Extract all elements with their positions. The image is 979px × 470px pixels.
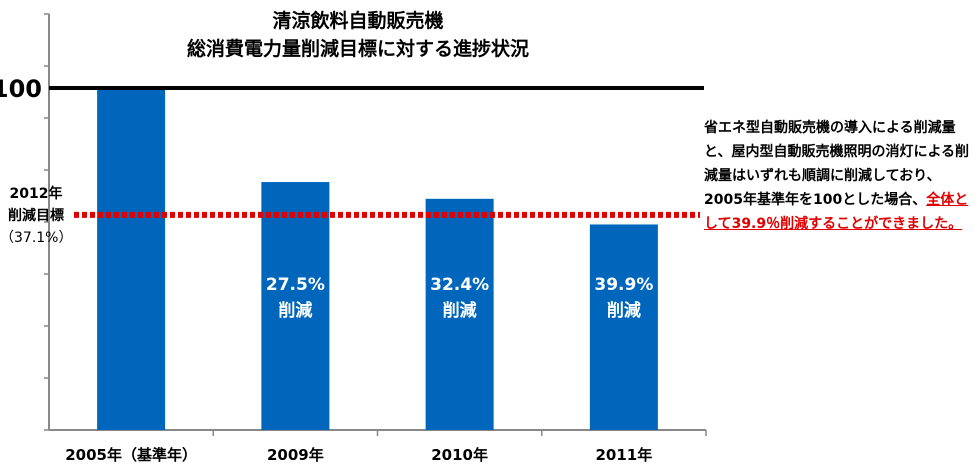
x-tick-label: 2009年 <box>267 446 324 464</box>
bar-4 <box>589 224 658 430</box>
bar-label-word: 削減 <box>443 300 477 321</box>
x-tick-label: 2011年 <box>596 446 653 464</box>
bar-label-percent: 32.4% <box>430 275 489 295</box>
bar-label-word: 削減 <box>278 300 312 321</box>
note-highlight: 全体として39.9％削減することができました。 <box>704 192 969 232</box>
bar-label-word: 削減 <box>607 300 641 321</box>
target-label-percent: （37.1%） <box>0 230 73 246</box>
x-tick-label: 2005年（基準年） <box>65 446 197 464</box>
target-label-text: 削減目標 <box>8 208 64 224</box>
x-tick-label: 2010年 <box>431 446 488 464</box>
bar-2 <box>261 182 330 430</box>
note-text: 省エネ型自動販売機の導入による削減量と、屋内型自動販売機照明の消灯による削減量は… <box>704 120 970 208</box>
explanation-note: 省エネ型自動販売機の導入による削減量と、屋内型自動販売機照明の消灯による削減量は… <box>704 116 979 236</box>
bar-3 <box>425 198 494 430</box>
chart-title-line2: 総消費電力量削減目標に対する進捗状況 <box>186 38 529 60</box>
bar-label-percent: 27.5% <box>266 275 325 295</box>
y-tick-label-100: 100 <box>0 75 42 103</box>
chart-title-line1: 清涼飲料自動販売機 <box>272 10 444 32</box>
target-label-year: 2012年 <box>9 186 63 202</box>
bar-label-percent: 39.9% <box>594 275 653 295</box>
bar-1 <box>97 88 166 430</box>
